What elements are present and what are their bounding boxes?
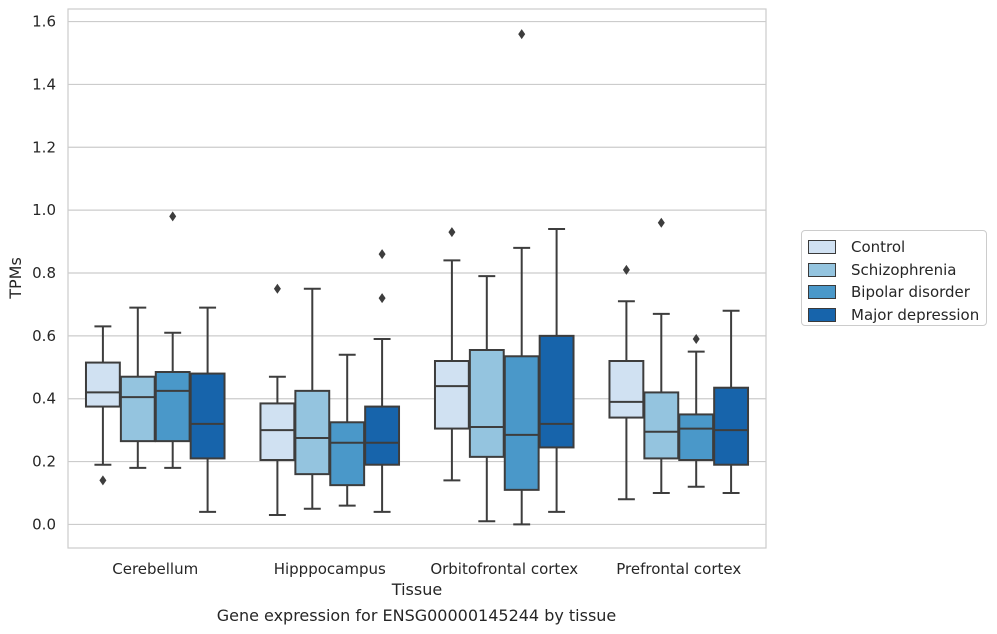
y-axis-label: TPMs (6, 257, 25, 300)
legend-label: Schizophrenia (851, 260, 957, 279)
legend-swatch (808, 262, 836, 277)
box-layer (84, 29, 750, 526)
legend-item: Bipolar disorder (808, 281, 980, 304)
y-tick-label: 1.6 (32, 13, 56, 31)
box-1-1 (294, 287, 331, 510)
y-tick-label: 1.4 (32, 75, 56, 93)
legend-label: Bipolar disorder (851, 283, 970, 302)
box-0-2 (154, 211, 191, 469)
box-iqr (294, 389, 331, 476)
outlier-point (518, 29, 526, 40)
outlier-point (378, 249, 386, 260)
box-2-0 (433, 227, 470, 482)
box-2-2 (503, 29, 540, 526)
box-iqr (468, 349, 505, 458)
y-tick-label: 0.6 (32, 327, 56, 345)
legend-item: Major depression (808, 304, 980, 327)
outlier-point (273, 283, 281, 294)
outlier-point (657, 217, 665, 228)
y-tick-label: 0.0 (32, 515, 56, 533)
y-tick-label: 1.2 (32, 138, 56, 156)
box-iqr (364, 405, 401, 466)
box-3-2 (678, 334, 715, 488)
box-2-3 (538, 228, 575, 513)
box-iqr (433, 360, 470, 430)
x-axis-label: Tissue (391, 580, 442, 599)
box-2-1 (468, 275, 505, 523)
box-0-0 (84, 325, 121, 486)
outlier-point (622, 264, 630, 275)
legend-swatch (808, 307, 836, 322)
box-3-1 (643, 217, 680, 494)
x-tick-label: Prefrontal cortex (616, 560, 741, 578)
box-iqr (503, 355, 540, 491)
y-tick-label: 0.8 (32, 264, 56, 282)
box-iqr (119, 375, 156, 443)
box-iqr (84, 361, 121, 408)
outlier-point (448, 227, 456, 238)
box-0-1 (119, 306, 156, 469)
box-3-3 (713, 309, 750, 494)
box-0-3 (189, 306, 226, 513)
plot-frame (67, 8, 767, 549)
y-tick-label: 1.0 (32, 201, 56, 219)
box-iqr (608, 360, 645, 419)
box-iqr (538, 334, 575, 449)
box-3-0 (608, 264, 645, 501)
legend-swatch (808, 240, 836, 255)
legend-swatch (808, 285, 836, 300)
x-tick-label: Hipppocampus (274, 560, 386, 578)
x-tick-label: Cerebellum (112, 560, 198, 578)
box-iqr (713, 386, 750, 466)
outlier-point (99, 475, 107, 486)
outlier-point (378, 293, 386, 304)
x-tick-label: Orbitofrontal cortex (430, 560, 578, 578)
box-1-0 (259, 283, 296, 516)
legend: Control Schizophrenia Bipolar disorder Majo… (801, 230, 987, 326)
box-iqr (189, 372, 226, 460)
chart-caption: Gene expression for ENSG00000145244 by t… (216, 606, 617, 625)
box-iqr (154, 371, 191, 443)
box-1-2 (329, 353, 366, 507)
legend-item: Control (808, 236, 980, 259)
box-iqr (643, 391, 680, 460)
box-iqr (259, 402, 296, 461)
box-iqr (329, 421, 366, 487)
legend-label: Control (851, 238, 906, 257)
box-iqr (678, 413, 715, 461)
outlier-point (692, 334, 700, 344)
x-tick-labels: Cerebellum Hipppocampus Orbitofrontal cort… (112, 560, 741, 578)
legend-item: Schizophrenia (808, 259, 980, 282)
y-tick-labels: 0.0 0.2 0.4 0.6 0.8 1.0 1.2 1.4 1.6 (32, 13, 56, 534)
y-tick-label: 0.2 (32, 453, 56, 471)
y-tick-label: 0.4 (32, 390, 56, 408)
outlier-point (169, 211, 177, 222)
legend-label: Major depression (851, 305, 980, 324)
box-1-3 (364, 249, 401, 513)
